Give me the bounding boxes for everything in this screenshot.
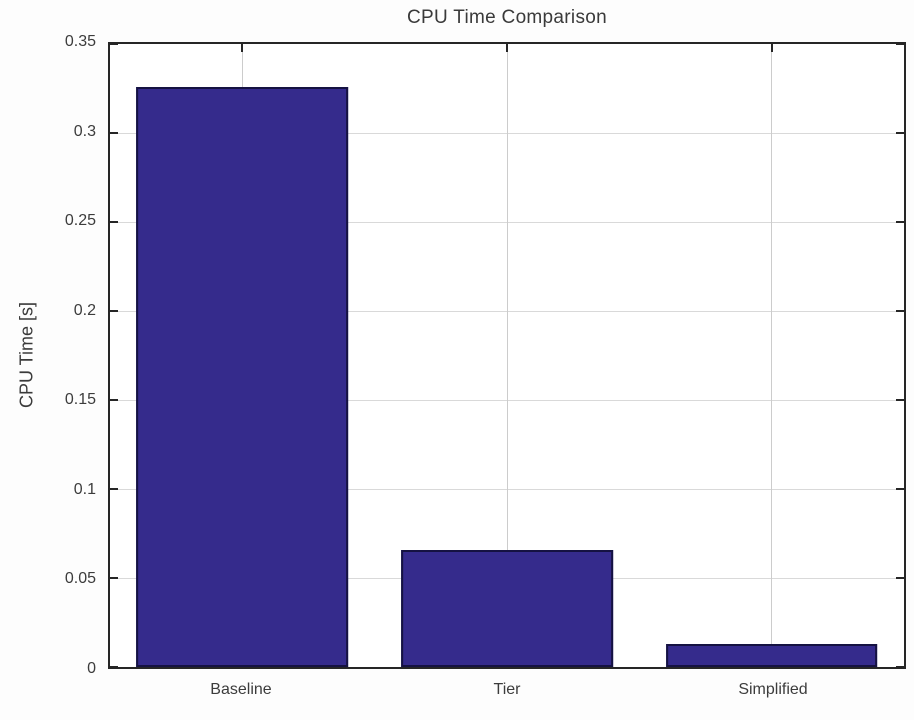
x-tick-mark — [241, 44, 244, 52]
y-tick-mark — [896, 399, 904, 401]
y-tick-mark — [896, 666, 904, 668]
y-tick-label: 0.05 — [64, 570, 96, 588]
y-tick-mark — [896, 43, 904, 45]
y-tick-mark — [896, 221, 904, 223]
y-tick-label: 0.25 — [64, 212, 96, 230]
bar-baseline — [136, 86, 349, 667]
y-tick-label: 0.35 — [64, 33, 96, 50]
y-tick-mark — [110, 399, 118, 401]
y-axis-tick-labels: 0 0.05 0.1 0.15 0.2 0.25 0.3 0.35 — [0, 33, 96, 677]
y-tick-mark — [110, 221, 118, 223]
y-tick-label: 0 — [87, 660, 96, 677]
y-tick-label: 0.3 — [73, 122, 96, 140]
x-tick-label: Simplified — [738, 681, 808, 698]
y-tick-label: 0.2 — [73, 301, 96, 319]
x-tick-label: Tier — [493, 681, 521, 698]
x-tick-mark — [770, 44, 773, 52]
x-tick-label: Baseline — [210, 681, 272, 698]
y-tick-mark — [896, 488, 904, 491]
y-tick-mark — [110, 132, 118, 134]
bar-tier — [401, 549, 613, 667]
x-tick-mark — [506, 44, 508, 52]
y-tick-mark — [896, 577, 904, 580]
x-axis-tick-labels: Baseline Tier Simplified — [108, 671, 906, 707]
plot-area — [108, 42, 906, 669]
y-tick-mark — [896, 310, 904, 313]
y-tick-mark — [110, 43, 118, 45]
bar-simplified — [665, 643, 878, 667]
x-gridline — [506, 44, 508, 667]
chart-title: CPU Time Comparison — [407, 7, 607, 28]
y-tick-mark — [110, 577, 118, 580]
y-tick-mark — [110, 310, 118, 313]
y-tick-mark — [896, 132, 904, 134]
y-tick-mark — [110, 488, 118, 491]
y-tick-mark — [110, 666, 118, 668]
y-tick-label: 0.15 — [64, 391, 96, 409]
x-gridline — [771, 44, 773, 667]
y-tick-label: 0.1 — [73, 480, 96, 498]
